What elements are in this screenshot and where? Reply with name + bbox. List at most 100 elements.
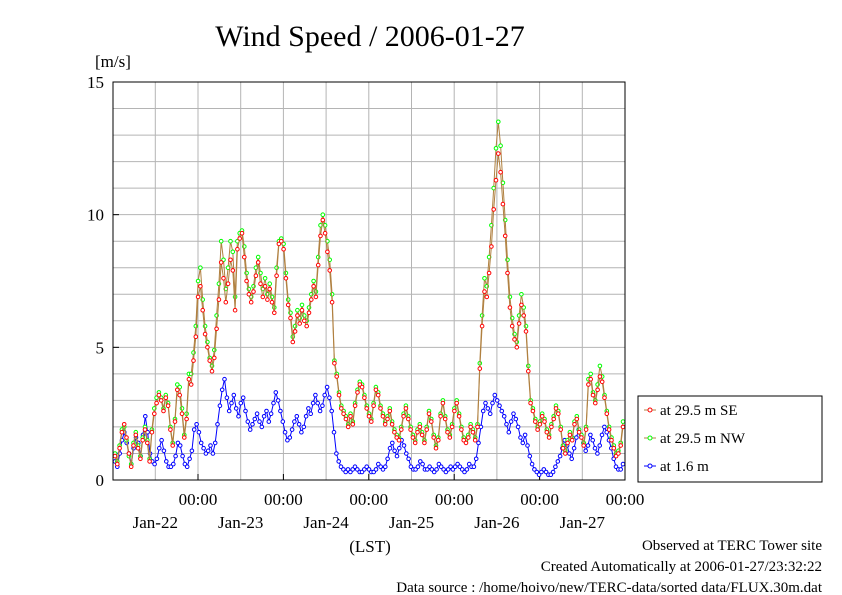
data-point	[317, 408, 323, 414]
data-point	[472, 437, 478, 443]
data-point	[399, 427, 404, 432]
data-point	[255, 260, 261, 265]
data-point	[177, 443, 183, 448]
data-point	[276, 241, 282, 247]
data-point	[571, 445, 577, 451]
data-point	[567, 451, 572, 456]
data-point	[588, 432, 593, 438]
chart-title: Wind Speed / 2006-01-27	[215, 20, 525, 53]
data-point	[259, 424, 265, 430]
data-point	[392, 448, 397, 454]
data-point	[266, 419, 272, 424]
data-point	[313, 392, 318, 398]
data-point	[187, 456, 192, 462]
data-point	[484, 294, 490, 300]
data-point	[620, 424, 626, 430]
data-point	[228, 238, 233, 244]
data-point	[240, 395, 246, 401]
data-point	[218, 260, 224, 265]
footer-created: Created Automatically at 2006-01-27/23:3…	[541, 559, 822, 575]
data-point	[158, 398, 164, 403]
data-point	[406, 416, 411, 422]
data-point	[258, 281, 263, 287]
data-point	[310, 400, 316, 406]
data-point	[476, 440, 481, 446]
data-point	[341, 411, 346, 417]
data-point	[452, 408, 457, 414]
data-point	[527, 453, 533, 459]
data-point	[434, 467, 439, 472]
data-point	[436, 437, 441, 443]
data-point	[502, 233, 508, 239]
data-point	[198, 284, 203, 289]
data-point	[285, 437, 290, 443]
data-point	[336, 392, 342, 398]
data-point	[364, 406, 370, 411]
data-point	[140, 437, 145, 443]
x-axis-label: (LST)	[349, 537, 391, 556]
legend-marker	[647, 435, 653, 441]
data-point	[415, 464, 421, 470]
data-point	[588, 376, 594, 382]
data-point	[306, 310, 312, 316]
data-point	[210, 451, 216, 456]
data-point	[175, 387, 180, 393]
data-point	[486, 270, 492, 276]
data-point	[489, 244, 494, 249]
data-point	[459, 427, 464, 432]
legend-marker	[647, 407, 653, 413]
data-point	[306, 406, 311, 411]
data-point	[597, 363, 603, 369]
data-point	[602, 395, 607, 401]
data-point	[267, 281, 273, 287]
data-point	[232, 307, 238, 313]
data-point	[485, 406, 491, 411]
data-point	[313, 294, 319, 300]
data-point	[262, 276, 268, 281]
data-point	[438, 464, 444, 470]
data-point	[147, 459, 152, 464]
data-point	[355, 390, 360, 395]
data-point	[311, 284, 316, 289]
data-point	[309, 297, 314, 302]
data-point	[126, 451, 132, 456]
data-point	[569, 456, 575, 462]
data-point	[217, 403, 223, 409]
data-point	[498, 169, 503, 175]
data-point	[558, 427, 564, 432]
data-point	[565, 440, 570, 446]
data-point	[324, 384, 330, 390]
data-point	[322, 392, 328, 398]
data-point	[480, 408, 486, 414]
data-point	[509, 323, 515, 329]
data-point	[128, 464, 134, 470]
data-point	[542, 419, 547, 424]
data-point	[251, 289, 256, 294]
data-point	[297, 321, 303, 326]
y-tick-label: 15	[87, 73, 104, 92]
y-tick-label: 5	[96, 338, 105, 357]
data-point	[549, 424, 554, 430]
data-point	[533, 419, 538, 424]
data-point	[292, 419, 297, 424]
data-point	[257, 419, 262, 424]
data-point	[505, 270, 510, 276]
data-point	[537, 422, 543, 427]
data-point	[281, 246, 286, 252]
data-point	[588, 371, 594, 377]
data-point	[269, 299, 275, 305]
data-point	[222, 376, 227, 382]
data-point	[332, 361, 337, 366]
data-point	[164, 459, 169, 464]
legend: at 29.5 m SE at 29.5 m NW at 1.6 m	[637, 395, 823, 483]
data-point	[131, 443, 136, 448]
data-point	[172, 419, 178, 424]
data-point	[528, 400, 533, 406]
data-point	[396, 437, 402, 443]
data-point	[159, 437, 164, 443]
data-point	[553, 406, 559, 411]
data-point	[244, 278, 249, 284]
data-point	[219, 387, 225, 393]
data-point	[260, 294, 266, 300]
data-point	[525, 443, 530, 448]
